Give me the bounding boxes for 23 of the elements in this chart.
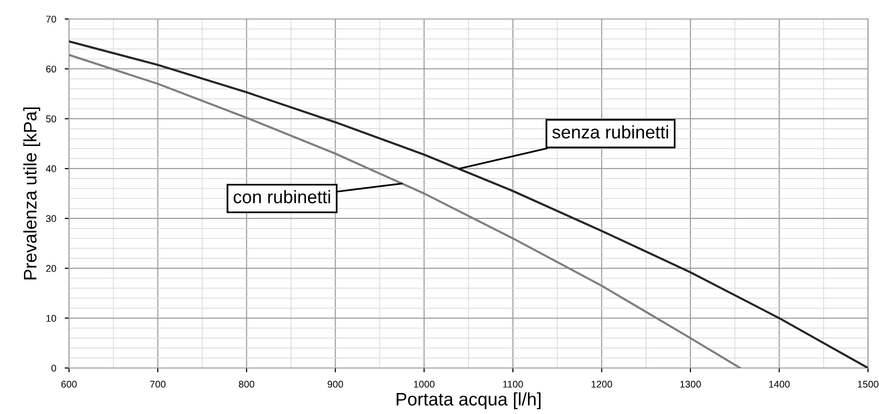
- y-tick-label: 60: [46, 66, 56, 72]
- x-tick-label: 800: [238, 380, 254, 388]
- x-tick-label: 1100: [503, 380, 523, 388]
- y-tick-label: 10: [46, 314, 56, 322]
- line-series: [69, 54, 742, 368]
- x-tick-label: 700: [150, 380, 166, 388]
- y-tick-label: 20: [46, 265, 56, 272]
- y-tick-label: 50: [46, 115, 56, 122]
- x-tick-label: 1200: [592, 380, 612, 388]
- y-tick-label: 30: [46, 215, 56, 222]
- x-tick-label: 1400: [769, 380, 790, 388]
- y-tick-label: 0: [51, 364, 56, 372]
- x-tick-label: 1500: [858, 380, 878, 388]
- x-axis-title: Portata acqua [l/h]: [396, 392, 540, 410]
- x-tick-label: 900: [328, 380, 344, 388]
- y-tick-label: 70: [46, 16, 56, 23]
- x-tick-label: 1300: [680, 380, 701, 388]
- x-tick-label: 600: [61, 380, 77, 388]
- y-tick-label: 40: [46, 165, 56, 172]
- annotation: senza rubinetti: [552, 125, 668, 139]
- y-axis-title: Prevalenza utile [kPa]: [23, 107, 40, 280]
- annotation: con rubinetti: [234, 190, 330, 204]
- x-tick-label: 1000: [414, 380, 435, 388]
